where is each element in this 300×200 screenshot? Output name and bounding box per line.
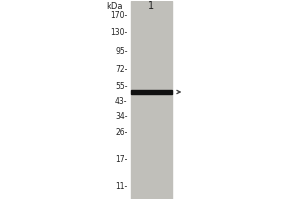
Text: 55-: 55-	[115, 82, 128, 91]
Text: kDa: kDa	[106, 2, 123, 11]
Bar	[130, 1, 172, 199]
Bar	[130, 90, 172, 94]
Text: 43-: 43-	[115, 97, 128, 106]
Text: 34-: 34-	[115, 112, 128, 121]
Text: 11-: 11-	[116, 182, 128, 191]
Text: 26-: 26-	[115, 128, 128, 137]
Text: 170-: 170-	[110, 11, 127, 20]
Text: 130-: 130-	[110, 28, 127, 37]
Text: 17-: 17-	[115, 155, 128, 164]
Text: 95-: 95-	[115, 47, 128, 56]
Text: 72-: 72-	[115, 65, 128, 74]
Text: 1: 1	[148, 1, 154, 11]
